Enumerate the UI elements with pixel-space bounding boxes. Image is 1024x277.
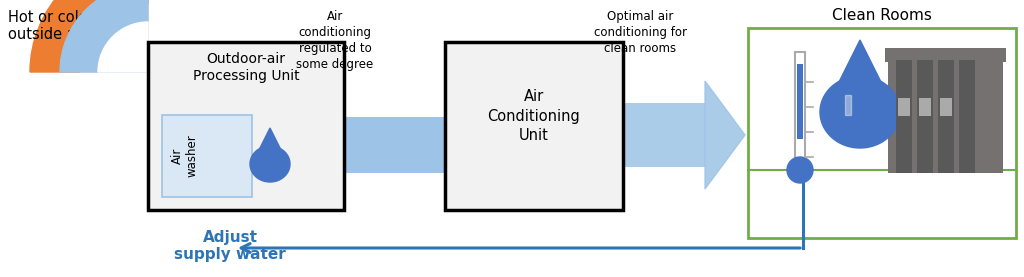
Bar [623,103,705,167]
Bar [148,42,344,210]
Bar [940,98,952,116]
Wedge shape [30,0,148,72]
Bar [959,60,975,173]
Wedge shape [80,4,148,72]
Text: Air
Conditioning
Unit: Air Conditioning Unit [487,89,581,143]
Bar [445,42,623,210]
Text: Air
conditioning
regulated to
some degree: Air conditioning regulated to some degre… [296,10,374,71]
Polygon shape [258,128,282,152]
Polygon shape [820,76,900,148]
Text: Optimal air
conditioning for
clean rooms: Optimal air conditioning for clean rooms [594,10,686,55]
Bar [938,60,954,173]
Bar [162,115,252,197]
Bar [896,60,912,173]
Bar [797,64,803,139]
Polygon shape [705,81,745,189]
Bar [919,98,931,116]
Wedge shape [98,22,148,72]
Polygon shape [836,40,884,88]
Text: Air
washer: Air washer [171,135,199,177]
Bar [888,60,1002,173]
Text: Adjust
supply water: Adjust supply water [174,230,286,262]
Polygon shape [250,146,290,182]
Bar [885,48,1006,62]
Bar [344,117,445,173]
Bar [795,52,805,168]
Circle shape [787,157,813,183]
Bar [748,28,1016,238]
Text: Clean Rooms: Clean Rooms [833,8,932,23]
Bar [918,60,933,173]
Text: Hot or cold
outside air: Hot or cold outside air [8,10,88,42]
Polygon shape [845,95,851,115]
Wedge shape [60,0,148,72]
Text: Outdoor-air
Processing Unit: Outdoor-air Processing Unit [193,52,299,83]
Bar [898,98,910,116]
